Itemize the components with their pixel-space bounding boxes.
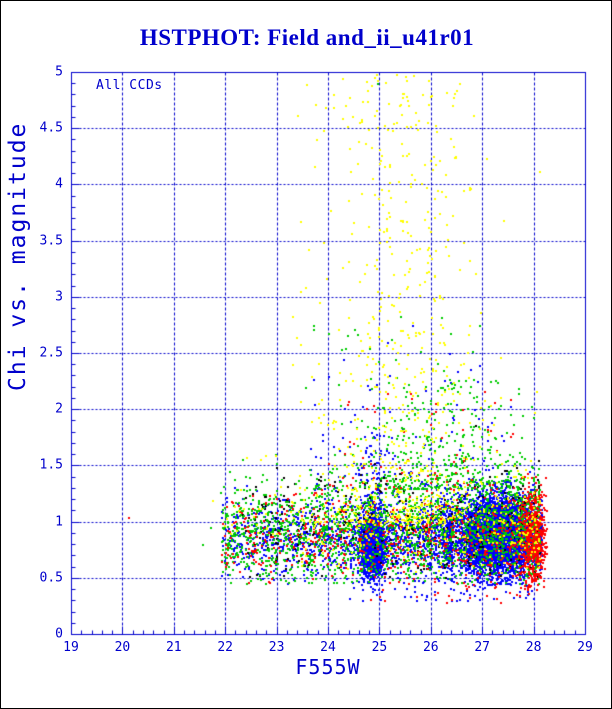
y-tick-label: 5 — [55, 64, 63, 80]
x-tick-label: 24 — [320, 640, 336, 655]
y-axis-label: Chi vs. magnitude — [5, 121, 31, 391]
x-tick-label: 28 — [525, 640, 542, 655]
x-tick-label: 25 — [371, 640, 388, 655]
y-tick-label: 1 — [55, 514, 63, 530]
x-tick-label: 19 — [63, 640, 79, 655]
x-tick-label: 29 — [577, 640, 593, 655]
ccd-annotation: All CCDs — [96, 78, 163, 93]
x-tick-label: 23 — [268, 640, 285, 655]
y-tick-label: 2.5 — [39, 345, 63, 361]
x-tick-label: 26 — [422, 640, 439, 655]
x-tick-label: 21 — [165, 640, 182, 655]
y-tick-label: 4.5 — [39, 120, 63, 136]
y-tick-label: 3 — [55, 289, 63, 305]
y-tick-label: 3.5 — [39, 233, 63, 249]
x-tick-label: 27 — [474, 640, 491, 655]
x-axis-label: F555W — [295, 655, 361, 679]
y-tick-label: 4 — [55, 176, 63, 192]
y-tick-label: 0 — [55, 626, 63, 642]
page-title: HSTPHOT: Field and_ii_u41r01 — [139, 25, 475, 50]
x-tick-label: 20 — [114, 640, 131, 655]
y-tick-label: 0.5 — [39, 570, 63, 586]
y-tick-label: 2 — [55, 401, 63, 417]
x-tick-label: 22 — [217, 640, 234, 655]
y-tick-label: 1.5 — [39, 457, 63, 473]
